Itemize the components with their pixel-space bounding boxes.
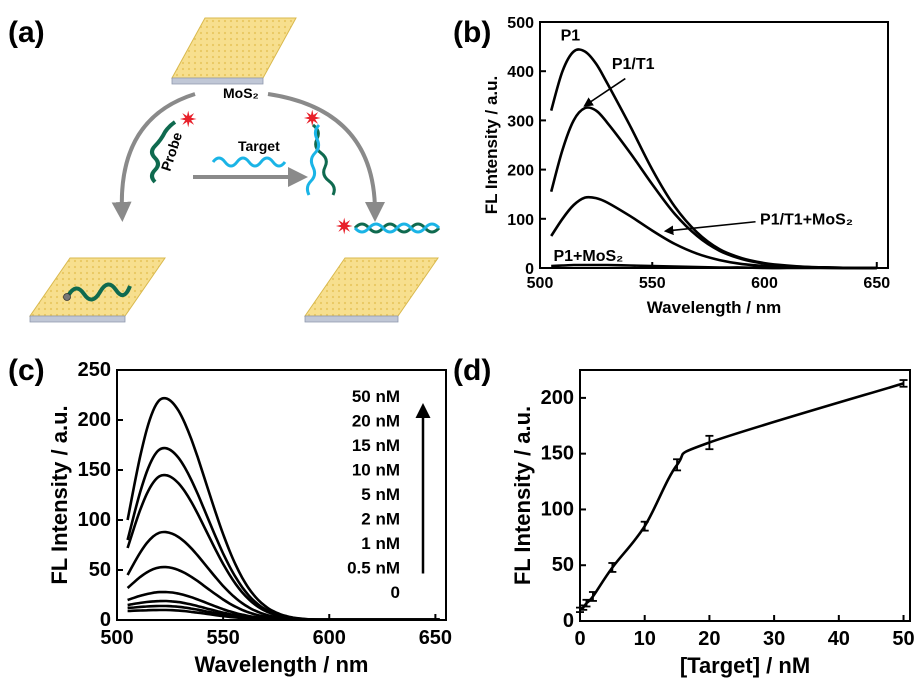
b-series-p1-t1 bbox=[549, 106, 877, 270]
c-legend-2-nm: 2 nM bbox=[361, 510, 400, 529]
c-ytick-label-3: 150 bbox=[78, 459, 111, 481]
arrow-left-curve bbox=[111, 92, 196, 222]
released-duplex bbox=[353, 222, 441, 234]
c-legend-50-nm: 50 nM bbox=[352, 387, 400, 406]
b-annotation-p1-mos2: P1+MoS₂ bbox=[553, 248, 623, 265]
c-series-0 bbox=[127, 608, 440, 621]
d-ylabel: FL Intensity / a.u. bbox=[510, 406, 535, 585]
b-xlabel: Wavelength / nm bbox=[647, 298, 781, 317]
c-xtick-label-3: 650 bbox=[419, 627, 452, 649]
c-ytick-label-0: 0 bbox=[100, 609, 111, 631]
c-ytick-label-2: 100 bbox=[78, 509, 111, 531]
d-frame bbox=[579, 369, 911, 622]
target-dna bbox=[211, 156, 287, 168]
c-xtick-label-1: 550 bbox=[206, 627, 239, 649]
d-ytick-label-1: 50 bbox=[552, 554, 574, 576]
fluorophore-star-icon-3: ✷ bbox=[335, 214, 353, 239]
d-series-line bbox=[579, 382, 904, 611]
d-ytick-label-3: 150 bbox=[541, 443, 574, 465]
mos2-sheet-bottom-left bbox=[29, 257, 166, 323]
duplex-dna bbox=[305, 123, 336, 196]
b-arrow-p1-t1 bbox=[583, 77, 626, 107]
c-legend-0-5-nm: 0.5 nM bbox=[347, 559, 400, 578]
c-legend-0: 0 bbox=[391, 583, 400, 602]
b-ytick-label-4: 400 bbox=[507, 64, 534, 81]
c-legend-15-nm: 15 nM bbox=[352, 436, 400, 455]
target-label: Target bbox=[238, 138, 280, 154]
panel-b-label: (b) bbox=[453, 16, 491, 49]
b-series-p1-mos bbox=[551, 263, 877, 270]
c-legend-10-nm: 10 nM bbox=[352, 461, 400, 480]
b-ytick-label-1: 100 bbox=[507, 212, 534, 229]
mos2-sheet-bottom-right bbox=[304, 257, 439, 323]
d-ytick-label-0: 0 bbox=[563, 610, 574, 632]
d-xtick-label-0: 0 bbox=[574, 628, 585, 650]
mos2-sheet-top bbox=[171, 17, 297, 85]
b-xtick-label-0: 500 bbox=[527, 275, 554, 292]
b-arrow-p1-t1-mos2 bbox=[663, 220, 756, 236]
c-legend-5-nm: 5 nM bbox=[361, 485, 400, 504]
panel-c: (c) 500 550 600 650 0 50 100 150 200 250 Wavelengt… bbox=[8, 354, 452, 677]
b-ytick-label-5: 500 bbox=[507, 15, 534, 32]
b-ytick-label-3: 300 bbox=[507, 113, 534, 130]
b-ylabel: FL Intensity / a.u. bbox=[482, 76, 501, 215]
b-annotation-p1: P1 bbox=[561, 28, 581, 45]
c-ytick-label-1: 50 bbox=[89, 559, 111, 581]
panel-d: (d) 0 10 20 30 40 50 0 50 100 150 200 [Target] / nM… bbox=[453, 354, 915, 678]
panel-a: (a) MoS₂ ✷ Probe Target ✷ bbox=[8, 16, 441, 323]
b-annotation-p1-t1: P1/T1 bbox=[612, 56, 655, 73]
c-xtick-label-0: 500 bbox=[100, 627, 133, 649]
b-xtick-label-2: 600 bbox=[751, 275, 778, 292]
panel-b: (b) 500 550 600 650 0 100 200 300 400 500 Waveleng… bbox=[453, 15, 890, 317]
panel-a-label: (a) bbox=[8, 16, 45, 49]
probe-dna bbox=[150, 120, 177, 184]
d-ytick-label-2: 100 bbox=[541, 498, 574, 520]
d-xlabel: [Target] / nM bbox=[680, 653, 810, 678]
b-ytick-label-2: 200 bbox=[507, 163, 534, 180]
d-xtick-label-4: 40 bbox=[828, 628, 850, 650]
b-xtick-label-3: 650 bbox=[863, 275, 890, 292]
b-annotation-p1-t1-mos2: P1/T1+MoS₂ bbox=[760, 212, 853, 229]
c-ylabel: FL Intensity / a.u. bbox=[47, 405, 72, 584]
c-xlabel: Wavelength / nm bbox=[195, 652, 369, 677]
d-xtick-label-1: 10 bbox=[634, 628, 656, 650]
c-xtick-label-2: 600 bbox=[313, 627, 346, 649]
panel-b-plot: 500 550 600 650 0 100 200 300 400 500 Wavelength /… bbox=[482, 15, 890, 317]
d-xtick-label-5: 50 bbox=[892, 628, 914, 650]
b-ytick-label-0: 0 bbox=[525, 261, 534, 278]
d-xtick-label-3: 30 bbox=[763, 628, 785, 650]
fluorophore-star-icon-2: ✷ bbox=[303, 106, 321, 131]
panel-c-plot: 500 550 600 650 0 50 100 150 200 250 Wavelength / … bbox=[47, 359, 452, 677]
c-legend-1-nm: 1 nM bbox=[361, 534, 400, 553]
mos2-label: MoS₂ bbox=[223, 85, 259, 101]
b-xtick-label-1: 550 bbox=[639, 275, 666, 292]
panel-d-plot: 0 10 20 30 40 50 0 50 100 150 200 [Target] / nM FL I… bbox=[510, 369, 915, 678]
d-xtick-label-2: 20 bbox=[698, 628, 720, 650]
panel-d-label: (d) bbox=[453, 354, 491, 387]
c-ytick-label-4: 200 bbox=[78, 409, 111, 431]
d-ytick-label-4: 200 bbox=[541, 387, 574, 409]
b-series-p1 bbox=[549, 48, 877, 270]
panel-c-label: (c) bbox=[8, 354, 45, 387]
arrow-right-curve bbox=[267, 92, 385, 222]
c-legend-20-nm: 20 nM bbox=[352, 412, 400, 431]
c-ytick-label-5: 250 bbox=[78, 359, 111, 381]
fluorophore-star-icon: ✷ bbox=[179, 107, 197, 132]
